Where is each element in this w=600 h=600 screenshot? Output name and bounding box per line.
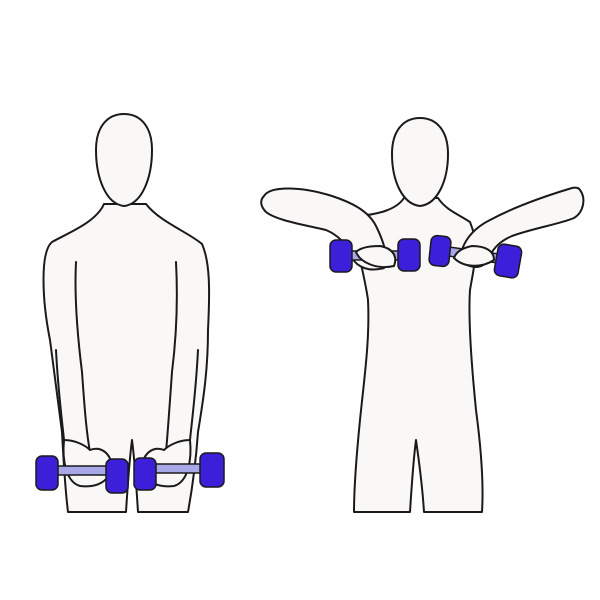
figure-start-position	[35, 113, 225, 513]
start-right-arm-outer	[189, 349, 199, 441]
end-right-arm	[460, 186, 585, 268]
start-right-dumbbell	[133, 452, 225, 491]
start-left-dumbbell	[35, 455, 129, 494]
start-head	[95, 113, 153, 207]
end-left-arm	[260, 187, 388, 271]
start-left-arm-outer	[55, 349, 65, 441]
start-left-arm-line	[74, 261, 91, 453]
end-head	[391, 117, 449, 207]
end-right-hand	[453, 245, 495, 267]
end-torso	[353, 197, 484, 513]
figure-end-position	[260, 117, 585, 513]
start-right-arm-line	[165, 261, 178, 453]
end-left-hand	[355, 245, 397, 268]
